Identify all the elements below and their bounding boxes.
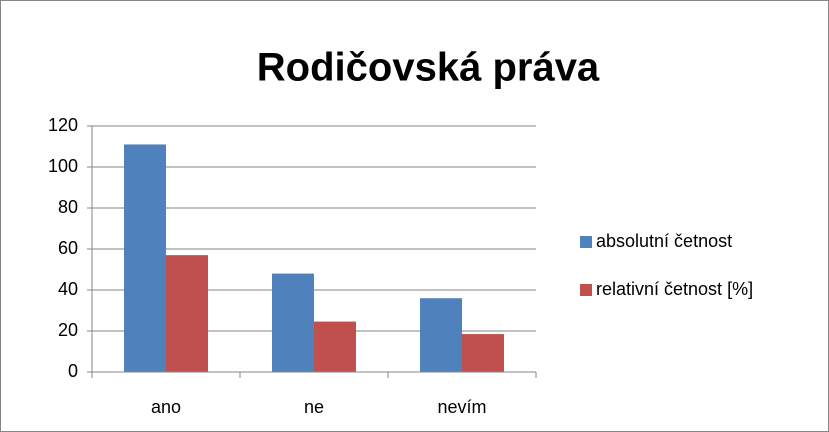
y-tick-label: 20 [58, 320, 78, 340]
y-tick-label: 40 [58, 279, 78, 299]
y-tick-label: 60 [58, 238, 78, 258]
chart-title: Rodičovská práva [257, 46, 600, 90]
legend-label: absolutní četnost [596, 231, 732, 251]
legend-label: relativní četnost [%] [596, 279, 753, 299]
bar [166, 255, 208, 372]
y-tick-label: 100 [48, 156, 78, 176]
bar [124, 144, 166, 372]
x-tick-label: ano [151, 397, 181, 417]
x-tick-label: nevím [437, 397, 486, 417]
bar [420, 298, 462, 372]
bar [314, 321, 356, 372]
legend-swatch [580, 236, 592, 248]
legend-swatch [580, 284, 592, 296]
y-tick-label: 120 [48, 115, 78, 135]
x-tick-label: ne [304, 397, 324, 417]
y-tick-label: 0 [68, 361, 78, 381]
bar [462, 334, 504, 372]
y-tick-label: 80 [58, 197, 78, 217]
bar [272, 273, 314, 372]
